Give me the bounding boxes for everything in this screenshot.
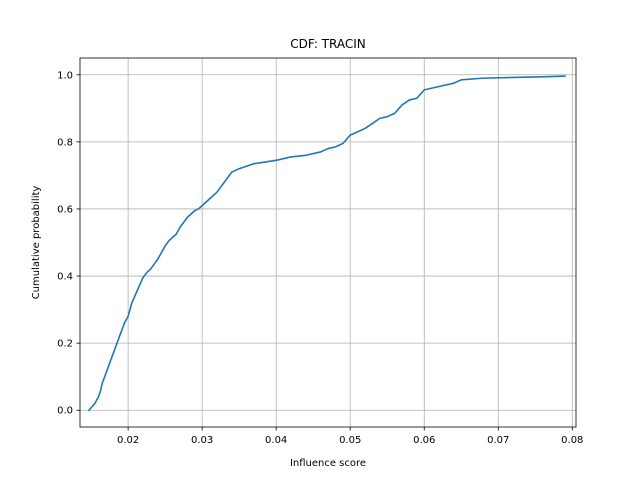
y-tick-label: 0.6: [57, 204, 73, 215]
plot-frame: [79, 57, 577, 428]
y-tick-label: 0.4: [57, 272, 73, 283]
y-tick-label: 0.0: [57, 406, 73, 417]
cdf-series-line: [87, 75, 566, 412]
x-tick-label: 0.05: [339, 435, 361, 446]
y-tick-label: 0.8: [57, 137, 73, 148]
x-tick-label: 0.04: [265, 435, 287, 446]
tick-layer: 0.02 0.03 0.04 0.05 0.06 0.07 0.08 0.0 0.2 0.4 0.6…: [57, 70, 583, 446]
chart-title: CDF: TRACIN: [290, 37, 366, 51]
y-tick-label: 0.2: [57, 339, 73, 350]
x-axis-title: Influence score: [290, 458, 366, 469]
x-tick-label: 0.08: [561, 435, 583, 446]
x-tick-label: 0.03: [191, 435, 213, 446]
x-tick-label: 0.06: [413, 435, 435, 446]
x-tick-label: 0.07: [487, 435, 509, 446]
grid-layer: [80, 58, 576, 427]
x-tick-label: 0.02: [117, 435, 139, 446]
y-tick-label: 1.0: [57, 70, 73, 81]
y-axis-title: Cumulative probability: [31, 186, 42, 300]
